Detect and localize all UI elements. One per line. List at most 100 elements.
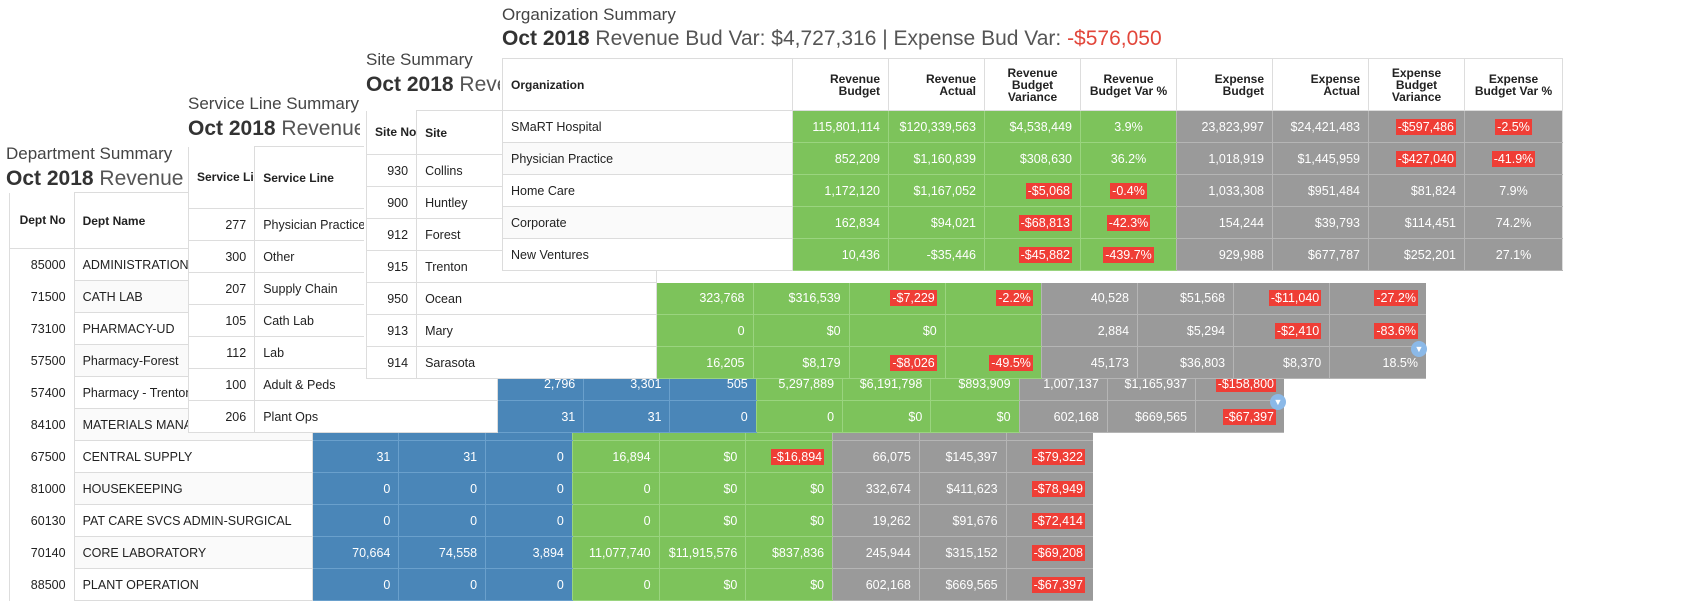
table-row[interactable]: New Ventures 10,436 -$35,446 -$45,882 -439.7… bbox=[502, 238, 1563, 271]
negative-value-highlight: -$67,397 bbox=[1031, 576, 1085, 593]
value-cell: -0.4% bbox=[1080, 174, 1177, 207]
table-row[interactable]: 60130 PAT CARE SVCS ADMIN-SURGICAL 0 0 0 0 $0 $… bbox=[9, 504, 1093, 537]
value-cell: $81,824 bbox=[1368, 174, 1465, 207]
organization-summary-title: Organization Summary bbox=[502, 5, 676, 24]
negative-value-highlight: -$7,229 bbox=[890, 290, 937, 307]
service-line-no-cell: 112 bbox=[187, 336, 255, 369]
value-cell: 602,168 bbox=[1018, 400, 1108, 433]
negative-value-highlight: -$5,068 bbox=[1025, 182, 1072, 199]
column-header-expense-budget[interactable]: Expense Budget bbox=[1176, 58, 1273, 111]
dept-no-cell: 71500 bbox=[9, 280, 75, 313]
value-cell: -$79,322 bbox=[1005, 440, 1093, 473]
value-cell: $145,397 bbox=[918, 440, 1007, 473]
department-summary-title: Department Summary bbox=[6, 144, 173, 163]
column-header-service-line-no[interactable]: Service Line No bbox=[187, 146, 255, 209]
column-header-revenue-budget[interactable]: Revenue Budget bbox=[792, 58, 889, 111]
value-cell: 74,558 bbox=[398, 536, 486, 569]
site-no-cell: 930 bbox=[365, 154, 417, 187]
value-cell: $39,793 bbox=[1272, 206, 1369, 239]
dept-no-cell: 57500 bbox=[9, 344, 75, 377]
negative-value-highlight: -$69,208 bbox=[1031, 544, 1085, 561]
value-cell: $0 bbox=[658, 472, 746, 505]
value-cell: $0 bbox=[752, 314, 850, 347]
organization-name-cell: Corporate bbox=[502, 206, 793, 239]
table-row[interactable]: 206 Plant Ops 31 31 0 0 $0 $0 602,168 $669,565 -$6… bbox=[187, 400, 1284, 433]
dept-name-cell: CORE LABORATORY bbox=[73, 536, 313, 569]
table-row[interactable]: 81000 HOUSEKEEPING 0 0 0 0 $0 $0 332,674 $411,623… bbox=[9, 472, 1093, 505]
value-cell: $0 bbox=[658, 568, 746, 601]
value-cell: 45,173 bbox=[1040, 346, 1138, 379]
value-cell: 31 bbox=[311, 440, 399, 473]
value-cell: -$597,486 bbox=[1368, 110, 1465, 143]
column-header-dept-no[interactable]: Dept No bbox=[9, 192, 75, 249]
column-header-revenue-budget-variance[interactable]: Revenue Budget Variance bbox=[984, 58, 1081, 111]
value-cell: $0 bbox=[745, 472, 833, 505]
value-cell: $315,152 bbox=[918, 536, 1007, 569]
negative-value-highlight: -$158,800 bbox=[1215, 376, 1276, 393]
column-header-expense-actual[interactable]: Expense Actual bbox=[1272, 58, 1369, 111]
table-row[interactable]: 67500 CENTRAL SUPPLY 31 31 0 16,894 $0 -$16,894… bbox=[9, 440, 1093, 473]
negative-value-highlight: -42.3% bbox=[1106, 214, 1151, 231]
department-summary-subtitle: Oct 2018 Revenue B bbox=[6, 167, 186, 190]
value-cell bbox=[944, 314, 1042, 347]
value-cell: 0 bbox=[656, 314, 754, 347]
value-cell: -$427,040 bbox=[1368, 142, 1465, 175]
table-row[interactable]: 914 Sarasota 16,205 $8,179 -$8,026 -49.5% 45,1… bbox=[365, 346, 1426, 379]
organization-name-cell: Physician Practice bbox=[502, 142, 793, 175]
table-row[interactable]: 88500 PLANT OPERATION 0 0 0 0 $0 $0 602,168 $669,… bbox=[9, 568, 1093, 601]
filter-icon[interactable]: ▼ bbox=[1270, 394, 1286, 410]
value-cell: -$68,813 bbox=[984, 206, 1081, 239]
value-cell: 1,033,308 bbox=[1176, 174, 1273, 207]
site-no-cell: 950 bbox=[365, 282, 417, 315]
negative-value-highlight: -$8,026 bbox=[890, 354, 937, 371]
filter-icon[interactable]: ▼ bbox=[1411, 341, 1427, 357]
column-header-expense-budget-variance[interactable]: Expense Budget Variance bbox=[1368, 58, 1465, 111]
dept-name-cell: PAT CARE SVCS ADMIN-SURGICAL bbox=[73, 504, 313, 537]
negative-value-highlight: -$68,813 bbox=[1018, 214, 1072, 231]
table-row[interactable]: 950 Ocean 323,768 $316,539 -$7,229 -2.2% 40,52… bbox=[365, 282, 1426, 315]
negative-value-highlight: -$79,322 bbox=[1031, 448, 1085, 465]
negative-value-highlight: -$597,486 bbox=[1395, 118, 1456, 135]
dept-no-cell: 57400 bbox=[9, 376, 75, 409]
value-cell: 16,205 bbox=[656, 346, 754, 379]
table-row[interactable]: 70140 CORE LABORATORY 70,664 74,558 3,894 11,… bbox=[9, 536, 1093, 569]
negative-value-highlight: -41.9% bbox=[1491, 150, 1536, 167]
value-cell: -$11,040 bbox=[1233, 282, 1330, 315]
value-cell: 0 bbox=[485, 440, 573, 473]
value-cell: 31 bbox=[583, 400, 670, 433]
value-cell: $308,630 bbox=[984, 142, 1081, 175]
value-cell: -$72,414 bbox=[1005, 504, 1093, 537]
table-row[interactable]: 913 Mary 0 $0 $0 2,884 $5,294 -$2,410 -83.6% bbox=[365, 314, 1426, 347]
column-header-revenue-budget-var[interactable]: Revenue Budget Var % bbox=[1080, 58, 1177, 111]
site-name-cell: Ocean bbox=[416, 282, 658, 315]
table-row[interactable]: Home Care 1,172,120 $1,167,052 -$5,068 -0.4%… bbox=[502, 174, 1563, 207]
value-cell: 0 bbox=[485, 568, 573, 601]
column-header-organization[interactable]: Organization bbox=[502, 58, 793, 111]
value-cell: $411,623 bbox=[918, 472, 1007, 505]
site-summary-subtitle: Oct 2018 Reve bbox=[366, 73, 500, 96]
value-cell: 929,988 bbox=[1176, 238, 1273, 271]
value-cell: $316,539 bbox=[752, 282, 850, 315]
column-header-revenue-actual[interactable]: Revenue Actual bbox=[888, 58, 985, 111]
table-row[interactable]: Physician Practice 852,209 $1,160,839 $308,… bbox=[502, 142, 1563, 175]
dept-no-cell: 73100 bbox=[9, 312, 75, 345]
organization-summary-subtitle: Oct 2018 Revenue Bud Var: $4,727,316 | E… bbox=[502, 27, 1162, 50]
service-line-no-cell: 105 bbox=[187, 304, 255, 337]
table-row[interactable]: SMaRT Hospital 115,801,114 $120,339,563 $4,… bbox=[502, 110, 1563, 143]
table-row[interactable]: Corporate 162,834 $94,021 -$68,813 -42.3% 154… bbox=[502, 206, 1563, 239]
dept-no-cell: 85000 bbox=[9, 248, 75, 281]
value-cell: 7.9% bbox=[1464, 174, 1563, 207]
column-header-site-no[interactable]: Site No bbox=[365, 110, 417, 155]
service-line-no-cell: 206 bbox=[187, 400, 255, 433]
value-cell: 0 bbox=[485, 472, 573, 505]
site-no-cell: 900 bbox=[365, 186, 417, 219]
value-cell: 66,075 bbox=[832, 440, 920, 473]
negative-value-highlight: -$16,894 bbox=[770, 448, 825, 465]
dept-name-cell: CENTRAL SUPPLY bbox=[73, 440, 313, 473]
negative-value-highlight: -2.2% bbox=[996, 290, 1033, 307]
value-cell: -27.2% bbox=[1329, 282, 1426, 315]
negative-value-highlight: -$67,397 bbox=[1222, 408, 1276, 425]
service-line-summary-subtitle: Oct 2018 Revenue bbox=[188, 117, 360, 140]
value-cell: 27.1% bbox=[1464, 238, 1563, 271]
column-header-expense-budget-var[interactable]: Expense Budget Var % bbox=[1464, 58, 1563, 111]
